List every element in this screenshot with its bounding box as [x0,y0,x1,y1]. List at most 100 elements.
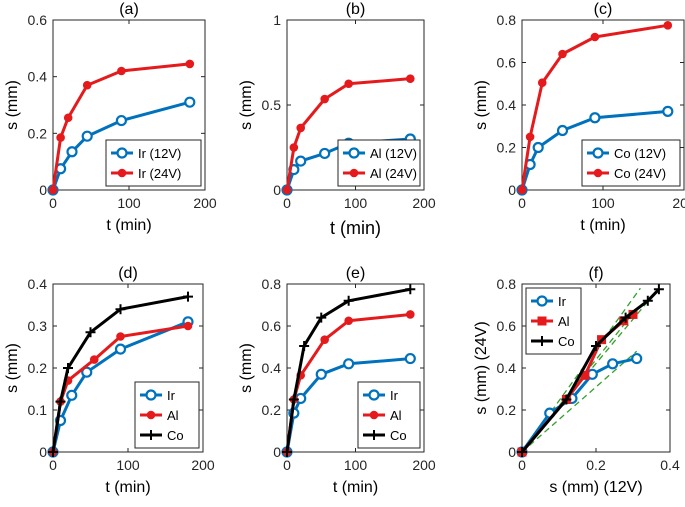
x-tick-label-e-2: 200 [412,457,436,473]
data-point-c-0-4 [589,112,601,124]
y-tick-label-b-1: 0.5 [262,97,282,113]
x-tick-label-c-2: 200 [672,195,685,211]
data-point-e-2-5 [405,284,416,295]
legend-marker-b-0 [348,147,360,159]
legend-marker-d-1 [146,410,156,420]
legend-label-e-2: Co [390,428,407,443]
legend-marker-f-2 [537,336,547,346]
y-tick-label-c-3: 0.6 [497,55,517,71]
data-point-d-1-5 [183,321,193,331]
x-axis-label-f: s (mm) (12V) [549,479,642,496]
data-point-e-0-5 [404,352,416,365]
data-point-a-1-1 [56,133,65,142]
y-tick-label-d-1: 0.1 [28,402,48,418]
data-point-a-1-3 [82,80,92,90]
data-point-a-0-5 [184,96,196,108]
x-axis-label-d: t (min) [105,479,150,496]
data-point-f-2-0 [517,447,527,457]
data-point-c-1-0 [517,185,527,195]
panel-d: (d) 0 100 200 0 0.1 0.2 0.3 0.4 t (min) s (mm) Ir Al… [4,265,215,496]
y-tick-label-c-2: 0.4 [497,97,517,113]
y-axis-label-c: s (mm) [473,80,490,130]
series-line-f-0 [520,357,638,453]
data-point-e-1-5 [406,310,415,319]
data-point-b-1-0 [282,185,292,195]
legend-marker-f-0 [536,295,548,307]
y-tick-label-d-4: 0.4 [28,276,48,292]
legend-label-d-1: Al [167,408,179,423]
data-point-e-1-3 [320,335,329,344]
legend-f: Ir Al Co [525,287,582,355]
data-point-a-0-2 [66,146,78,158]
y-tick-label-d-3: 0.3 [28,318,48,334]
data-point-c-1-2 [537,78,547,87]
legend-label-e-0: Ir [390,388,399,403]
x-tick-label-a-1: 100 [117,195,141,211]
legend-marker-e-0 [368,389,380,401]
data-point-c-1-4 [590,32,600,42]
data-point-e-2-3 [316,312,327,323]
x-tick-label-a-0: 0 [49,195,57,211]
series-line-a-1 [51,62,190,191]
legend-label-a-1: Ir (24V) [138,166,181,181]
legend-label-d-0: Ir [167,388,176,403]
y-tick-label-a-2: 0.4 [28,69,48,85]
y-tick-label-d-0: 0 [39,444,47,460]
data-point-d-2-4 [115,304,126,315]
legend-d: Ir Al Co [134,381,200,449]
y-axis-label-b: s (mm) [238,80,255,130]
data-point-f-1-5 [628,309,638,319]
series-line-c-1 [520,23,669,191]
data-point-d-1-3 [89,355,99,364]
panel-title-b: (b) [346,1,366,18]
y-tick-label-e-4: 0.8 [262,276,282,292]
legend-label-b-0: Al (12V) [370,146,417,161]
data-point-b-1-5 [406,74,415,83]
data-point-e-2-0 [282,447,292,457]
data-point-d-1-4 [116,332,125,341]
x-axis-label-b: t (min) [330,218,381,238]
panel-c: (c) 0 100 200 0 0.2 0.4 0.6 0.8 t (min) s (mm) Co (… [473,1,685,234]
data-point-e-2-4 [343,295,354,306]
y-tick-label-e-2: 0.4 [262,360,282,376]
data-point-e-2-1 [288,394,299,405]
legend-label-f-0: Ir [558,294,567,309]
x-tick-label-f-2: 0.4 [660,457,680,473]
x-tick-label-d-1: 100 [116,457,140,473]
series-line-e-2 [285,287,411,453]
data-point-f-2-5 [653,284,664,295]
legend-marker-d-0 [145,389,157,401]
data-point-b-0-2 [295,155,307,167]
legend-label-d-2: Co [167,428,184,443]
data-point-d-0-4 [114,343,127,355]
y-tick-label-b-2: 1 [273,12,281,28]
x-tick-label-b-1: 100 [344,195,368,211]
y-axis-label-f: s (mm) (24V) [473,321,490,414]
data-point-c-0-2 [532,141,544,154]
data-point-f-2-4 [642,295,653,306]
x-axis-label-c: t (min) [580,217,625,234]
data-point-e-2-2 [299,340,310,351]
y-axis-label-a: s (mm) [4,80,21,130]
data-point-b-1-1 [289,143,299,152]
data-point-f-2-3 [620,312,631,323]
x-tick-label-e-1: 100 [344,457,368,473]
legend-label-c-1: Co (24V) [614,166,666,181]
data-point-a-0-3 [81,130,93,142]
data-point-d-2-1 [55,396,66,407]
legend-marker-c-1 [593,168,603,178]
legend-marker-e-1 [369,410,379,420]
data-point-c-0-5 [662,105,674,117]
legend-label-e-1: Al [390,408,402,423]
y-tick-label-c-1: 0.2 [497,140,517,156]
y-tick-label-e-3: 0.6 [262,318,282,334]
y-tick-label-f-4: 0.8 [497,276,517,292]
panel-a: (a) 0 100 200 0 0.2 0.4 0.6 t (min) s (mm) Ir (12V… [4,1,217,234]
y-tick-label-a-0: 0 [39,182,47,198]
y-tick-label-f-2: 0.4 [497,360,517,376]
data-point-f-2-2 [591,340,601,351]
panel-title-f: (f) [588,265,603,282]
legend-label-a-0: Ir (12V) [138,146,181,161]
x-tick-label-b-0: 0 [283,195,291,211]
